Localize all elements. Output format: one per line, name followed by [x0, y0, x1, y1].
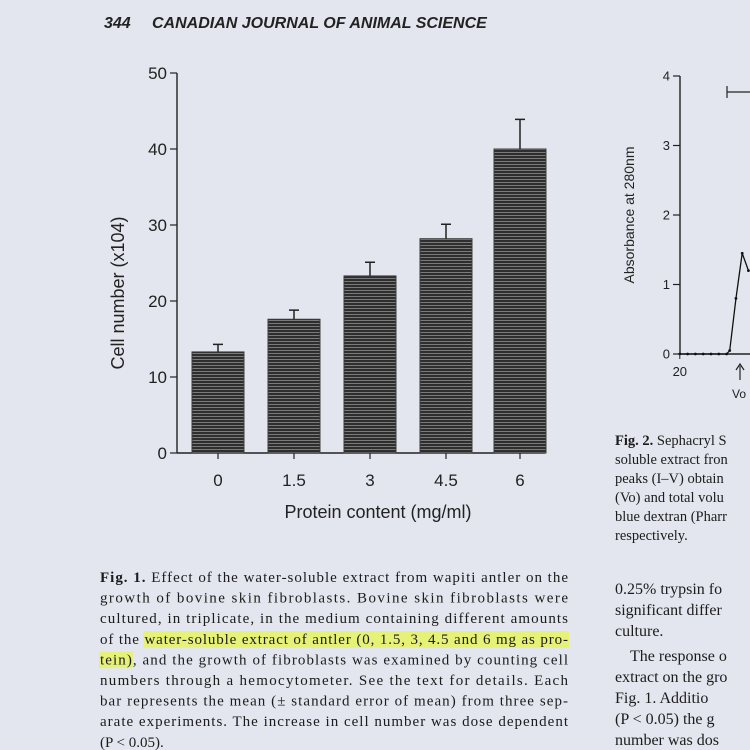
- y-tick-label: 3: [663, 138, 670, 153]
- highlighted-text: water-soluble extract of antler (0, 1.5,…: [144, 632, 568, 648]
- highlighted-text: tein): [100, 652, 132, 668]
- bar: [419, 238, 473, 454]
- text-span: , and the growth of fibroblasts was exam…: [133, 652, 568, 668]
- body-text-line: extract on the gro: [615, 669, 727, 686]
- text-span: growth of bovine skin fibroblasts. Bovin…: [100, 591, 568, 607]
- journal-title: CANADIAN JOURNAL OF ANIMAL SCIENCE: [152, 15, 488, 32]
- x-tick-label: 6: [515, 471, 524, 490]
- highlight: [143, 631, 569, 648]
- text-line: Fig. 1. Effect of the water-soluble extr…: [100, 570, 568, 586]
- body-text-line: culture.: [615, 623, 663, 640]
- body-text-line: 0.25% trypsin fo: [615, 581, 722, 598]
- error-bar: [441, 223, 451, 239]
- text-line: Fig. 2. Sephacryl S: [615, 433, 727, 449]
- text-line: of the water-soluble extract of antler (…: [100, 632, 568, 648]
- bar: [191, 351, 245, 454]
- body-text-line: Fig. 1. Additio: [615, 690, 708, 707]
- x-tick-label: 20: [673, 364, 687, 379]
- text-span: cultured, in triplicate, in the medium c…: [100, 611, 568, 627]
- y-tick-label: 0: [158, 444, 167, 463]
- y-tick-label: 1: [663, 277, 670, 292]
- data-point: [725, 352, 728, 356]
- y-tick-label: 20: [148, 292, 167, 311]
- text-line: (P < 0.05).: [100, 735, 164, 750]
- x-axis-label: Protein content (mg/ml): [284, 502, 471, 522]
- text-span: Sephacryl S: [657, 433, 727, 449]
- text-line: tein), and the growth of fibroblasts was…: [100, 652, 568, 668]
- data-point: [709, 352, 713, 356]
- text-line: soluble extract fron: [615, 452, 728, 468]
- highlight: [99, 651, 133, 669]
- error-bar: [213, 343, 223, 352]
- error-bar: [515, 118, 525, 149]
- text-line: (Vo) and total volu: [615, 490, 724, 506]
- body-text-line: significant differ: [615, 602, 722, 619]
- text-span: respectively.: [615, 528, 688, 544]
- text-line: growth of bovine skin fibroblasts. Bovin…: [100, 591, 568, 607]
- error-bar: [365, 261, 375, 276]
- data-point: [728, 349, 732, 352]
- y-axis-label: Absorbance at 280nm: [621, 147, 637, 284]
- bar: [343, 275, 397, 454]
- y-tick-label: 0: [663, 347, 670, 362]
- error-bar: [289, 309, 299, 320]
- vo-arrowhead: [735, 362, 745, 371]
- text-span: soluble extract fron: [615, 452, 728, 468]
- y-tick-label: 40: [148, 140, 167, 159]
- text-span: of the: [100, 632, 144, 648]
- annotation: Vo: [732, 387, 746, 401]
- y-tick-label: 30: [148, 216, 167, 235]
- x-tick-label: 0: [213, 471, 222, 490]
- text-line: cultured, in triplicate, in the medium c…: [100, 611, 568, 627]
- body-text-line: number was dos: [615, 732, 719, 749]
- text-line: bar represents the mean (± standard erro…: [100, 694, 568, 710]
- y-tick-label: 50: [148, 64, 167, 83]
- text-span: Effect of the water-soluble extract from…: [151, 570, 568, 586]
- data-point: [747, 269, 750, 272]
- page-number: 344: [104, 15, 131, 32]
- body-text-line: (P < 0.05) the g: [615, 711, 715, 728]
- data-point: [701, 352, 705, 356]
- text-line: peaks (I–V) obtain: [615, 471, 724, 487]
- data-point: [734, 297, 738, 300]
- data-point: [686, 352, 689, 356]
- text-span: bar represents the mean (± standard erro…: [100, 694, 568, 710]
- text-span: Fig. 2.: [615, 433, 657, 449]
- text-span: Fig. 1.: [100, 570, 150, 586]
- data-point: [694, 352, 697, 356]
- text-line: arate experiments. The increase in cell …: [100, 714, 569, 730]
- data-point: [717, 352, 721, 356]
- text-span: arate experiments. The increase in cell …: [100, 714, 569, 730]
- text-span: (P < 0.05).: [100, 735, 164, 750]
- text-span: (Vo) and total volu: [615, 490, 724, 506]
- text-span: peaks (I–V) obtain: [615, 471, 724, 487]
- data-point: [740, 251, 744, 255]
- y-tick-label: 2: [663, 208, 670, 223]
- text-line: respectively.: [615, 528, 688, 544]
- y-axis-label: Cell number (x104): [108, 216, 128, 369]
- peak-bracket: [726, 86, 750, 98]
- y-tick-label: 4: [663, 69, 670, 84]
- y-tick-label: 10: [148, 368, 167, 387]
- x-tick-label: 3: [365, 471, 374, 490]
- x-tick-label: 1.5: [282, 471, 306, 490]
- text-span: blue dextran (Pharr: [615, 509, 727, 525]
- text-line: blue dextran (Pharr: [615, 509, 727, 525]
- bar: [267, 318, 321, 454]
- bar: [493, 148, 547, 454]
- x-tick-label: 4.5: [434, 471, 458, 490]
- body-text-line: The response o: [630, 648, 727, 665]
